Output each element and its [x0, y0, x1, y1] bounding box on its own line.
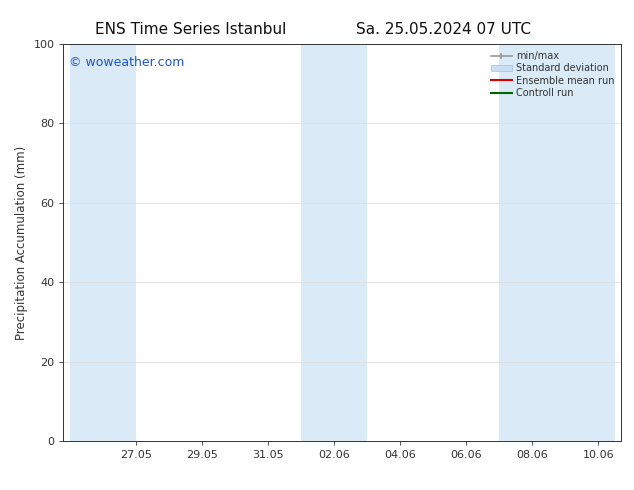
Y-axis label: Precipitation Accumulation (mm): Precipitation Accumulation (mm) — [15, 146, 28, 340]
Bar — [499, 44, 615, 441]
Bar — [301, 44, 367, 441]
Text: Sa. 25.05.2024 07 UTC: Sa. 25.05.2024 07 UTC — [356, 22, 531, 37]
Text: © woweather.com: © woweather.com — [69, 56, 184, 69]
Text: ENS Time Series Istanbul: ENS Time Series Istanbul — [94, 22, 286, 37]
Legend: min/max, Standard deviation, Ensemble mean run, Controll run: min/max, Standard deviation, Ensemble me… — [489, 49, 616, 100]
Bar — [70, 44, 136, 441]
